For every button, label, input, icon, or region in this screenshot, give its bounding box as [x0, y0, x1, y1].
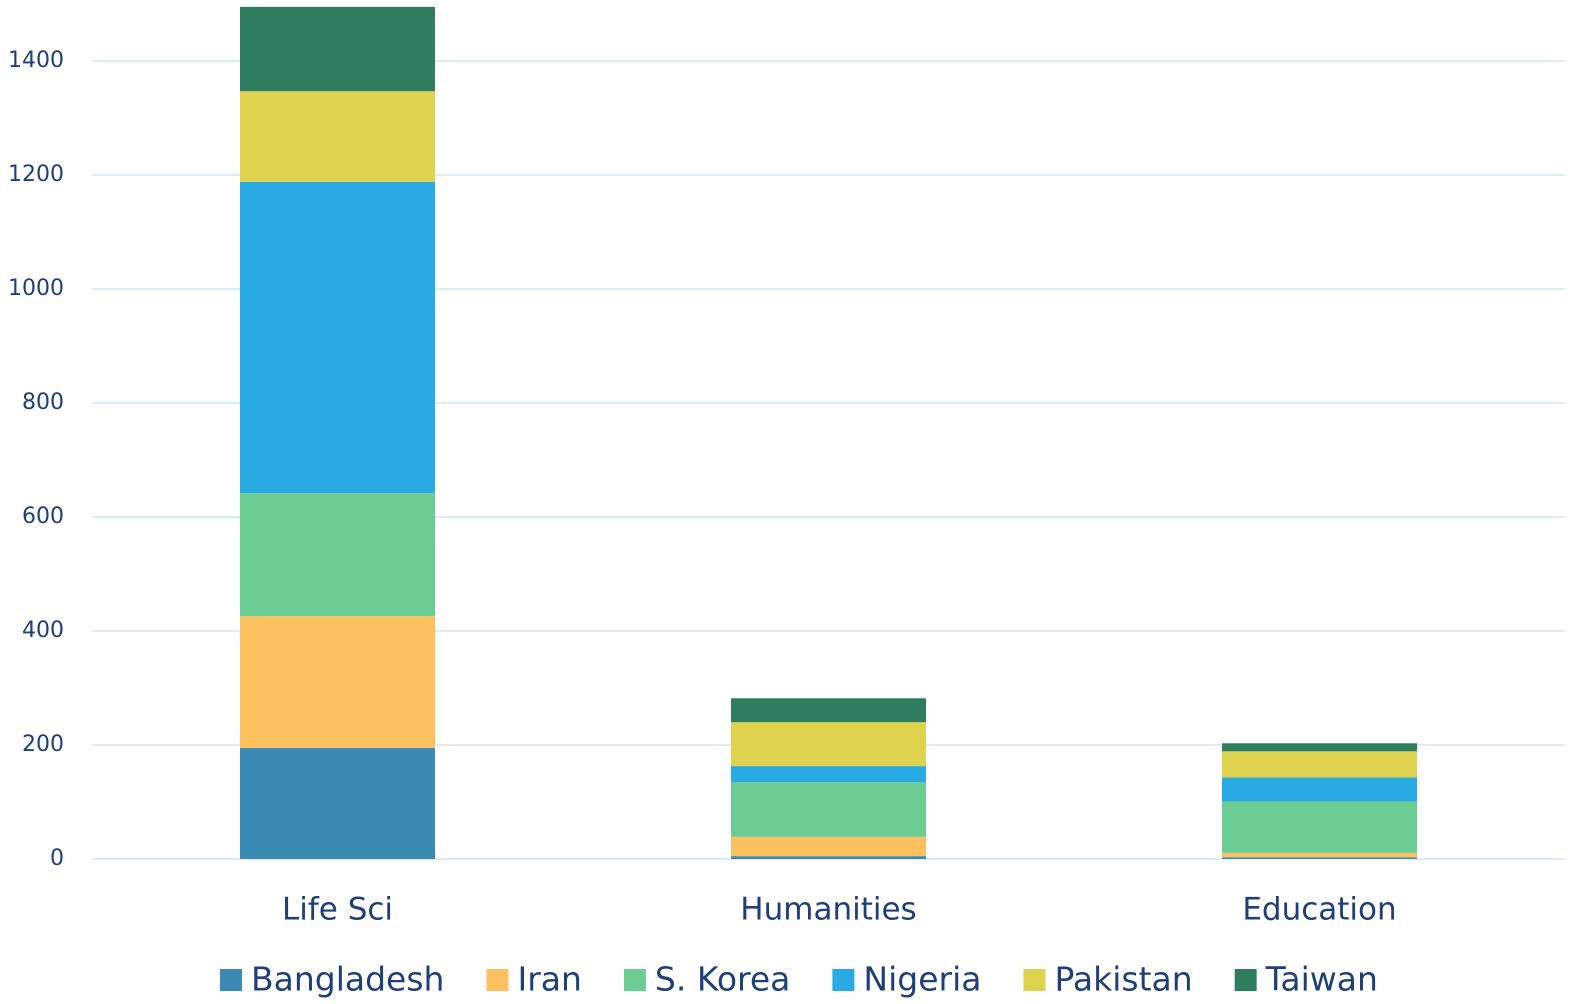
bar-segment: [731, 722, 926, 767]
bar-segment: [731, 698, 926, 723]
legend-swatch: [1023, 969, 1046, 991]
y-tick-label: 1400: [8, 48, 64, 73]
y-tick-label: 1000: [8, 276, 64, 301]
bar-segment: [1222, 777, 1417, 802]
bar-segment: [240, 616, 435, 748]
bar-segment: [731, 782, 926, 837]
bar-segment: [731, 856, 926, 859]
legend-label: Taiwan: [1265, 960, 1378, 999]
y-tick-label: 0: [50, 846, 64, 871]
x-tick-label: Education: [1242, 892, 1396, 928]
y-tick-label: 200: [22, 732, 64, 757]
y-tick-label: 1200: [8, 162, 64, 187]
y-tick-label: 400: [22, 618, 64, 643]
bar-segment: [1222, 801, 1417, 853]
x-tick-label: Humanities: [740, 892, 916, 928]
x-tick-label: Life Sci: [282, 892, 393, 928]
legend-label: Pakistan: [1054, 960, 1192, 999]
bar-segment: [240, 747, 435, 859]
legend-label: Nigeria: [863, 960, 981, 999]
legend-swatch: [486, 969, 509, 991]
legend-swatch: [623, 969, 646, 991]
legend-label: Iran: [517, 960, 581, 999]
legend-swatch: [220, 969, 242, 991]
legend-label: Bangladesh: [251, 960, 444, 999]
bar-segment: [240, 91, 435, 182]
y-tick-label: 600: [22, 504, 64, 529]
bar-segment: [1222, 857, 1417, 859]
legend-swatch: [1234, 969, 1257, 991]
bar-segment: [1222, 751, 1417, 778]
bar-segment: [240, 6, 435, 92]
bar-segment: [240, 181, 435, 494]
bar-segment: [1222, 743, 1417, 752]
legend-swatch: [832, 969, 855, 991]
bar-segment: [731, 836, 926, 857]
bar-segment: [240, 493, 435, 617]
y-tick-label: 800: [22, 390, 64, 415]
legend-label: S. Korea: [655, 960, 790, 999]
bar-segment: [1222, 852, 1417, 858]
bar-segment: [731, 766, 926, 783]
